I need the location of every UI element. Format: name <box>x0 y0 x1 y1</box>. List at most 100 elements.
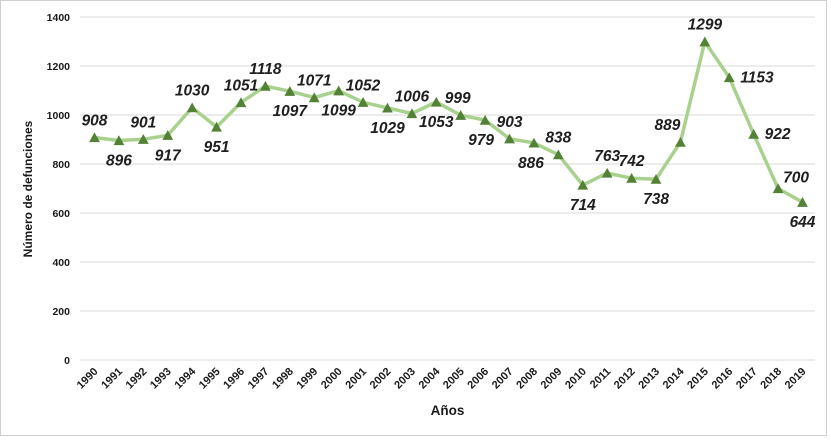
data-point-marker <box>601 167 613 178</box>
x-axis-tick-label: 1993 <box>148 366 174 392</box>
data-point-marker <box>259 80 271 91</box>
data-point-label: 901 <box>130 114 156 131</box>
data-point-marker <box>211 121 222 132</box>
data-point-label: 922 <box>765 126 791 143</box>
series-line <box>92 39 805 204</box>
data-point-label: 1099 <box>321 103 356 120</box>
x-axis-tick-label: 1994 <box>172 365 198 391</box>
data-point-marker <box>479 114 491 125</box>
data-point-label: 1299 <box>688 17 723 34</box>
data-point-marker <box>748 128 760 139</box>
x-axis-tick-label: 1995 <box>197 366 223 392</box>
y-axis-tick-label: 1000 <box>47 110 71 122</box>
x-axis-tick-label: 2002 <box>368 366 394 392</box>
data-point-marker <box>357 97 369 107</box>
x-axis-tick-label: 2011 <box>588 366 613 391</box>
data-point-label: 951 <box>204 139 230 156</box>
data-point-marker <box>528 137 540 148</box>
x-axis-title: Años <box>430 403 465 418</box>
data-point-marker <box>382 102 393 113</box>
data-point-marker <box>455 110 467 120</box>
y-axis-tick-label: 0 <box>64 355 70 367</box>
data-point-label: 908 <box>82 113 108 130</box>
x-axis-tick-label: 2007 <box>490 366 516 392</box>
data-point-marker <box>308 92 320 103</box>
data-point-label: 1118 <box>249 61 282 78</box>
x-axis-tick-label: 2010 <box>563 366 589 392</box>
data-point-label: 979 <box>468 132 494 149</box>
x-axis-tick-label: 1991 <box>99 366 125 392</box>
data-point-label: 903 <box>497 114 523 131</box>
data-point-marker <box>699 36 711 47</box>
data-point-label: 763 <box>594 148 620 165</box>
y-axis-tick-label: 200 <box>52 306 70 318</box>
data-point-marker <box>137 134 149 144</box>
data-point-label: 738 <box>643 191 669 208</box>
x-axis-tick-label: 1996 <box>221 366 247 392</box>
x-axis-tick-label: 1990 <box>75 366 101 392</box>
data-point-marker <box>406 108 418 119</box>
x-axis-tick-label: 1992 <box>124 366 150 392</box>
data-point-label: 1053 <box>419 114 454 131</box>
data-point-label: 700 <box>783 170 809 187</box>
data-point-label: 896 <box>106 152 132 169</box>
x-axis-tick-label: 1999 <box>295 366 321 392</box>
data-point-marker <box>430 96 442 107</box>
y-axis-tick-label: 800 <box>52 159 70 171</box>
y-axis-tick-label: 1200 <box>47 61 71 73</box>
data-point-marker <box>772 183 784 194</box>
x-axis-tick-label: 2016 <box>710 366 736 392</box>
x-axis-tick-label: 2003 <box>392 366 418 392</box>
data-point-marker <box>552 149 564 160</box>
data-point-label: 644 <box>790 214 816 231</box>
data-point-label: 1030 <box>175 83 210 100</box>
data-point-marker <box>284 86 296 96</box>
data-point-marker <box>723 72 735 83</box>
x-axis-tick-label: 2006 <box>465 366 491 392</box>
y-axis-tick-label: 600 <box>52 208 70 220</box>
x-axis-tick-label: 2018 <box>758 366 784 392</box>
data-point-marker <box>162 130 174 140</box>
data-point-label: 1006 <box>395 89 430 106</box>
chart-area-frame <box>0 0 827 436</box>
data-point-label: 999 <box>445 90 471 107</box>
data-point-label: 1029 <box>370 120 405 137</box>
data-point-label: 1051 <box>224 78 258 95</box>
x-axis-tick-label: 2005 <box>441 366 467 392</box>
data-point-label: 1097 <box>273 103 309 120</box>
data-point-label: 714 <box>570 197 596 214</box>
x-axis-tick-label: 2000 <box>319 366 345 392</box>
data-point-marker <box>333 85 345 96</box>
x-axis-tick-label: 2014 <box>661 365 687 391</box>
data-point-label: 1052 <box>346 77 381 94</box>
data-point-label: 886 <box>518 155 544 172</box>
data-point-marker <box>797 197 808 207</box>
data-point-marker <box>675 136 686 147</box>
x-axis-tick-label: 2008 <box>514 366 540 392</box>
data-point-label: 742 <box>619 153 645 170</box>
data-point-marker <box>113 135 125 146</box>
data-point-marker <box>626 173 638 183</box>
x-axis-tick-label: 2017 <box>734 366 760 392</box>
x-axis-tick-label: 2004 <box>417 365 443 391</box>
data-point-marker <box>650 173 662 184</box>
x-axis-tick-label: 2009 <box>539 366 565 392</box>
x-axis-tick-label: 1998 <box>270 366 296 392</box>
data-point-label: 838 <box>545 130 571 147</box>
x-axis-tick-label: 2013 <box>636 366 662 392</box>
data-point-label: 1153 <box>740 70 774 87</box>
data-point-marker <box>504 133 515 144</box>
data-point-marker <box>235 97 247 108</box>
y-axis-tick-label: 400 <box>52 257 70 269</box>
data-point-marker <box>89 132 100 143</box>
data-point-marker <box>186 102 198 113</box>
x-axis-tick-label: 2015 <box>685 366 711 392</box>
x-axis-tick-label: 1997 <box>246 366 272 392</box>
y-axis-tick-label: 1400 <box>47 12 71 24</box>
data-point-label: 1071 <box>297 73 331 90</box>
y-axis-title: Número de defunciones <box>21 120 35 258</box>
data-point-marker <box>577 179 589 190</box>
data-point-label: 917 <box>155 147 182 164</box>
x-axis-tick-label: 2012 <box>612 366 638 392</box>
